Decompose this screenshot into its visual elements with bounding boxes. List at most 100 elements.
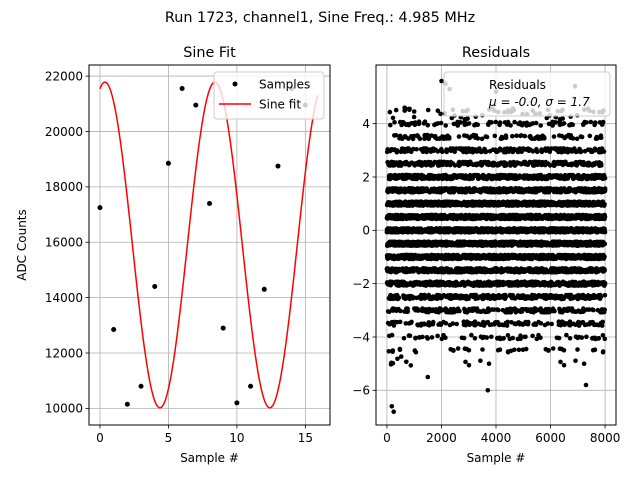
residual-point [440, 149, 445, 154]
residual-point [503, 135, 509, 141]
residual-point [429, 335, 435, 340]
residual-point [503, 294, 509, 300]
sine-fit-ytick-label: 16000 [45, 236, 83, 250]
residual-point [454, 321, 460, 327]
residual-point [469, 332, 474, 338]
residual-point [404, 359, 409, 365]
residual-point [413, 335, 418, 341]
residual-point [463, 359, 468, 365]
residual-point [420, 334, 425, 340]
residual-point [475, 136, 481, 141]
residual-point [388, 122, 393, 128]
residual-point [466, 348, 472, 353]
sample-point [234, 400, 240, 406]
figure-suptitle: Run 1723, channel1, Sine Freq.: 4.985 MH… [165, 10, 475, 26]
residual-point [389, 332, 395, 338]
sample-point [220, 325, 226, 331]
residual-point [390, 348, 396, 353]
sample-point [275, 163, 281, 169]
residual-point [413, 349, 419, 355]
residual-point [438, 120, 444, 126]
residual-point [478, 358, 483, 364]
residual-point [497, 120, 503, 125]
sample-point [179, 86, 185, 92]
sine-fit-xtick-label: 15 [298, 431, 313, 445]
sample-point [165, 160, 171, 166]
sine-fit-xlabel: Sample # [180, 451, 239, 465]
residual-point [475, 122, 481, 127]
residual-point [480, 347, 485, 352]
sine-fit-ytick-label: 18000 [45, 180, 83, 194]
sine-fit-title: Sine Fit [183, 45, 236, 61]
residuals-plot-area [384, 78, 608, 415]
residual-point [407, 106, 412, 112]
residual-point [397, 319, 403, 325]
residual-point [393, 107, 399, 113]
residual-point [483, 149, 489, 154]
residual-point [510, 133, 515, 139]
residual-point [396, 295, 402, 301]
residual-point [391, 323, 397, 328]
residual-point [496, 307, 501, 313]
sample-point [111, 326, 117, 332]
residual-point [386, 349, 392, 354]
residual-point [472, 336, 478, 341]
residual-point [508, 163, 513, 168]
residual-point [397, 346, 403, 352]
sine-fit-xtick-label: 0 [96, 431, 104, 445]
residual-point [411, 146, 416, 152]
sine-fit-ytick-label: 14000 [45, 291, 83, 305]
residual-point [484, 134, 490, 140]
residual-point [466, 121, 472, 126]
sample-point [261, 286, 267, 292]
residual-point [425, 107, 431, 113]
residual-point [443, 335, 448, 341]
residual-point [486, 361, 492, 367]
residual-point [457, 308, 462, 314]
sine-fit-ticks: 0 5 10 151000012000140001600018000200002200… [45, 69, 313, 445]
residual-point [516, 347, 522, 353]
residual-point [425, 336, 431, 341]
residual-point [455, 346, 461, 351]
residual-point [426, 136, 432, 142]
residual-point [411, 109, 417, 114]
legend-sine-fit-label: Sine fit [259, 98, 301, 112]
residual-point [425, 122, 431, 128]
sine-fit-chart: 0 5 10 151000012000140001600018000200002200… [15, 45, 331, 465]
residual-point [392, 120, 397, 125]
sample-point [138, 383, 144, 389]
sine-fit-curve [99, 81, 319, 409]
residual-point [484, 335, 490, 340]
residual-point [411, 114, 417, 120]
legend-samples-label: Samples [259, 78, 310, 92]
residual-point [492, 133, 498, 139]
sine-fit-legend-box [213, 71, 325, 120]
sine-fit-ytick-label: 10000 [45, 402, 83, 416]
sine-fit-axes-frame [88, 64, 331, 426]
legend-samples-marker [232, 81, 238, 87]
residual-point [425, 132, 430, 138]
residual-point [409, 319, 414, 325]
residual-point [466, 362, 472, 368]
residual-point [422, 321, 427, 327]
residual-point [508, 123, 513, 128]
sine-fit-legend: Samples Sine fit [213, 71, 325, 120]
residual-point [512, 347, 517, 353]
residual-point [430, 319, 436, 325]
residual-point [510, 335, 516, 341]
sine-fit-ytick-label: 22000 [45, 69, 83, 83]
sample-point [97, 205, 103, 211]
residual-point [447, 136, 452, 141]
sine-fit-ytick-label: 12000 [45, 346, 83, 360]
residual-point [438, 111, 443, 117]
residual-point [503, 163, 509, 168]
sine-fit-ytick-label: 20000 [45, 125, 83, 139]
sample-point [124, 401, 130, 407]
residual-point [398, 354, 404, 359]
residual-point [458, 120, 463, 125]
residual-point [387, 109, 393, 115]
residual-point [443, 123, 449, 128]
residual-point [422, 119, 428, 124]
